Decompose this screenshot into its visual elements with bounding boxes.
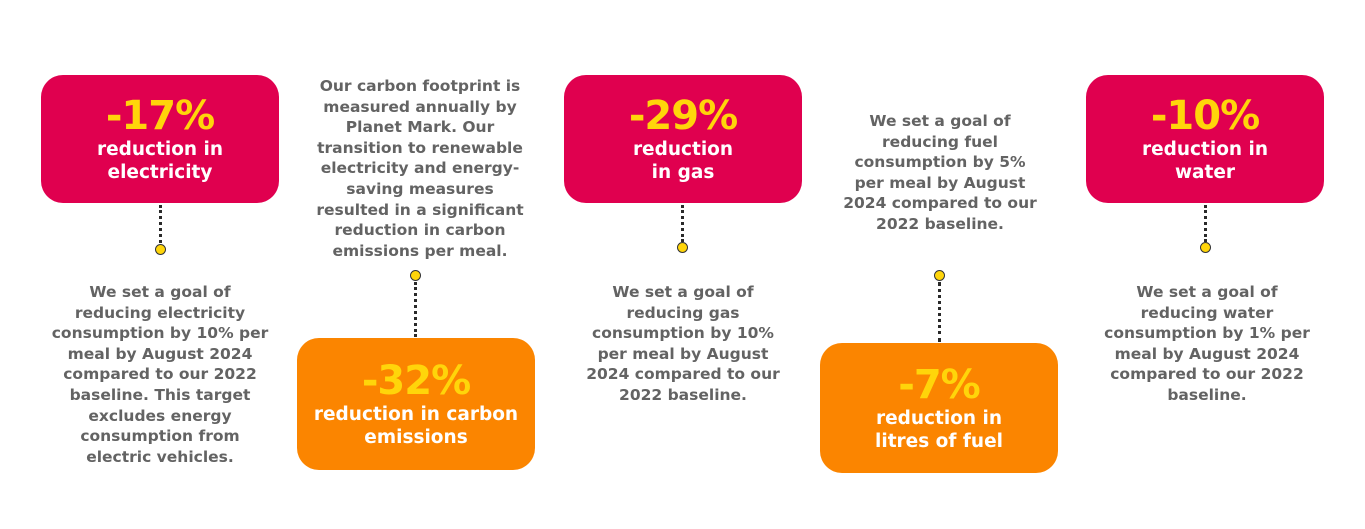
electricity-label-line2: electricity [107, 162, 213, 183]
water-label-line1: reduction in [1141, 139, 1269, 160]
desc-line: We set a goal of [612, 283, 754, 301]
electricity-label-line1: reduction in [96, 139, 224, 160]
desc-line: We set a goal of [869, 112, 1011, 130]
desc-line: saving measures [346, 179, 494, 198]
water-connector-line [1204, 205, 1207, 242]
electricity-percentage: -17% [105, 93, 215, 139]
desc-line: consumption by 5% [854, 153, 1026, 172]
gas-connector-line [681, 205, 684, 242]
desc-line: consumption by 1% per [1104, 324, 1310, 343]
desc-line: 2022 baseline. [876, 214, 1004, 233]
gas-connector-dot [677, 242, 688, 253]
desc-line: electricity and energy- [320, 159, 520, 178]
carbon-label-line2: emissions [364, 427, 468, 448]
fuel-label-line2: litres of fuel [875, 431, 1003, 452]
water-description: We set a goal of reducing water consumpt… [1077, 282, 1337, 406]
desc-line: baseline. This target [69, 385, 251, 404]
water-metric-card: -10% reduction in water [1086, 75, 1324, 203]
electricity-connector-dot [155, 244, 166, 255]
gas-percentage: -29% [628, 93, 738, 139]
desc-line: reducing water [1140, 303, 1274, 322]
fuel-label-line1: reduction in [875, 408, 1003, 429]
water-label-line2: water [1174, 162, 1236, 183]
carbon-percentage: -32% [361, 358, 471, 404]
desc-line: We set a goal of [1136, 283, 1278, 301]
desc-line: compared to our 2022 [63, 365, 257, 384]
desc-line: per meal by August [854, 173, 1026, 192]
desc-line: per meal by August [597, 344, 769, 363]
desc-line: resulted in a significant [316, 200, 524, 219]
desc-line: 2022 baseline. [619, 385, 747, 404]
desc-line: reducing gas [626, 303, 740, 322]
carbon-label-line1: reduction in carbon [313, 404, 519, 425]
desc-line: measured annually by [323, 97, 517, 116]
desc-line: We set a goal of [89, 283, 231, 301]
fuel-description: We set a goal of reducing fuel consumpti… [810, 111, 1070, 235]
water-percentage: -10% [1150, 93, 1260, 139]
desc-line: consumption by 10% [592, 324, 774, 343]
desc-line: Planet Mark. Our [345, 118, 495, 137]
fuel-connector-dot [934, 270, 945, 281]
gas-description: We set a goal of reducing gas consumptio… [553, 282, 813, 406]
carbon-metric-card: -32% reduction in carbon emissions [297, 338, 535, 470]
desc-line: reducing electricity [74, 303, 246, 322]
gas-label-line2: in gas [651, 162, 715, 183]
carbon-connector-dot [410, 270, 421, 281]
desc-line: consumption by 10% per [51, 324, 269, 343]
desc-line: emissions per meal. [332, 241, 508, 260]
desc-line: reducing fuel [882, 132, 998, 151]
electricity-description: We set a goal of reducing electricity co… [30, 282, 290, 467]
desc-line: 2024 compared to our [843, 194, 1037, 213]
desc-line: reduction in carbon [334, 221, 506, 240]
electricity-connector-line [159, 205, 162, 243]
fuel-percentage: -7% [898, 362, 981, 408]
desc-line: consumption from [80, 427, 240, 446]
fuel-metric-card: -7% reduction in litres of fuel [820, 343, 1058, 473]
desc-line: baseline. [1167, 385, 1247, 404]
fuel-connector-line [938, 282, 941, 342]
carbon-connector-line [414, 282, 417, 337]
desc-line: transition to renewable [317, 138, 523, 157]
desc-line: meal by August 2024 [1114, 344, 1300, 363]
desc-line: excludes energy [88, 406, 232, 425]
desc-line: meal by August 2024 [67, 344, 253, 363]
electricity-metric-card: -17% reduction in electricity [41, 75, 279, 203]
desc-line: Our carbon footprint is [319, 77, 521, 95]
carbon-description: Our carbon footprint is measured annuall… [290, 76, 550, 261]
water-connector-dot [1200, 242, 1211, 253]
desc-line: electric vehicles. [86, 447, 234, 466]
gas-metric-card: -29% reduction in gas [564, 75, 802, 203]
desc-line: 2024 compared to our [586, 365, 780, 384]
desc-line: compared to our 2022 [1110, 365, 1304, 384]
gas-label-line1: reduction [632, 139, 734, 160]
